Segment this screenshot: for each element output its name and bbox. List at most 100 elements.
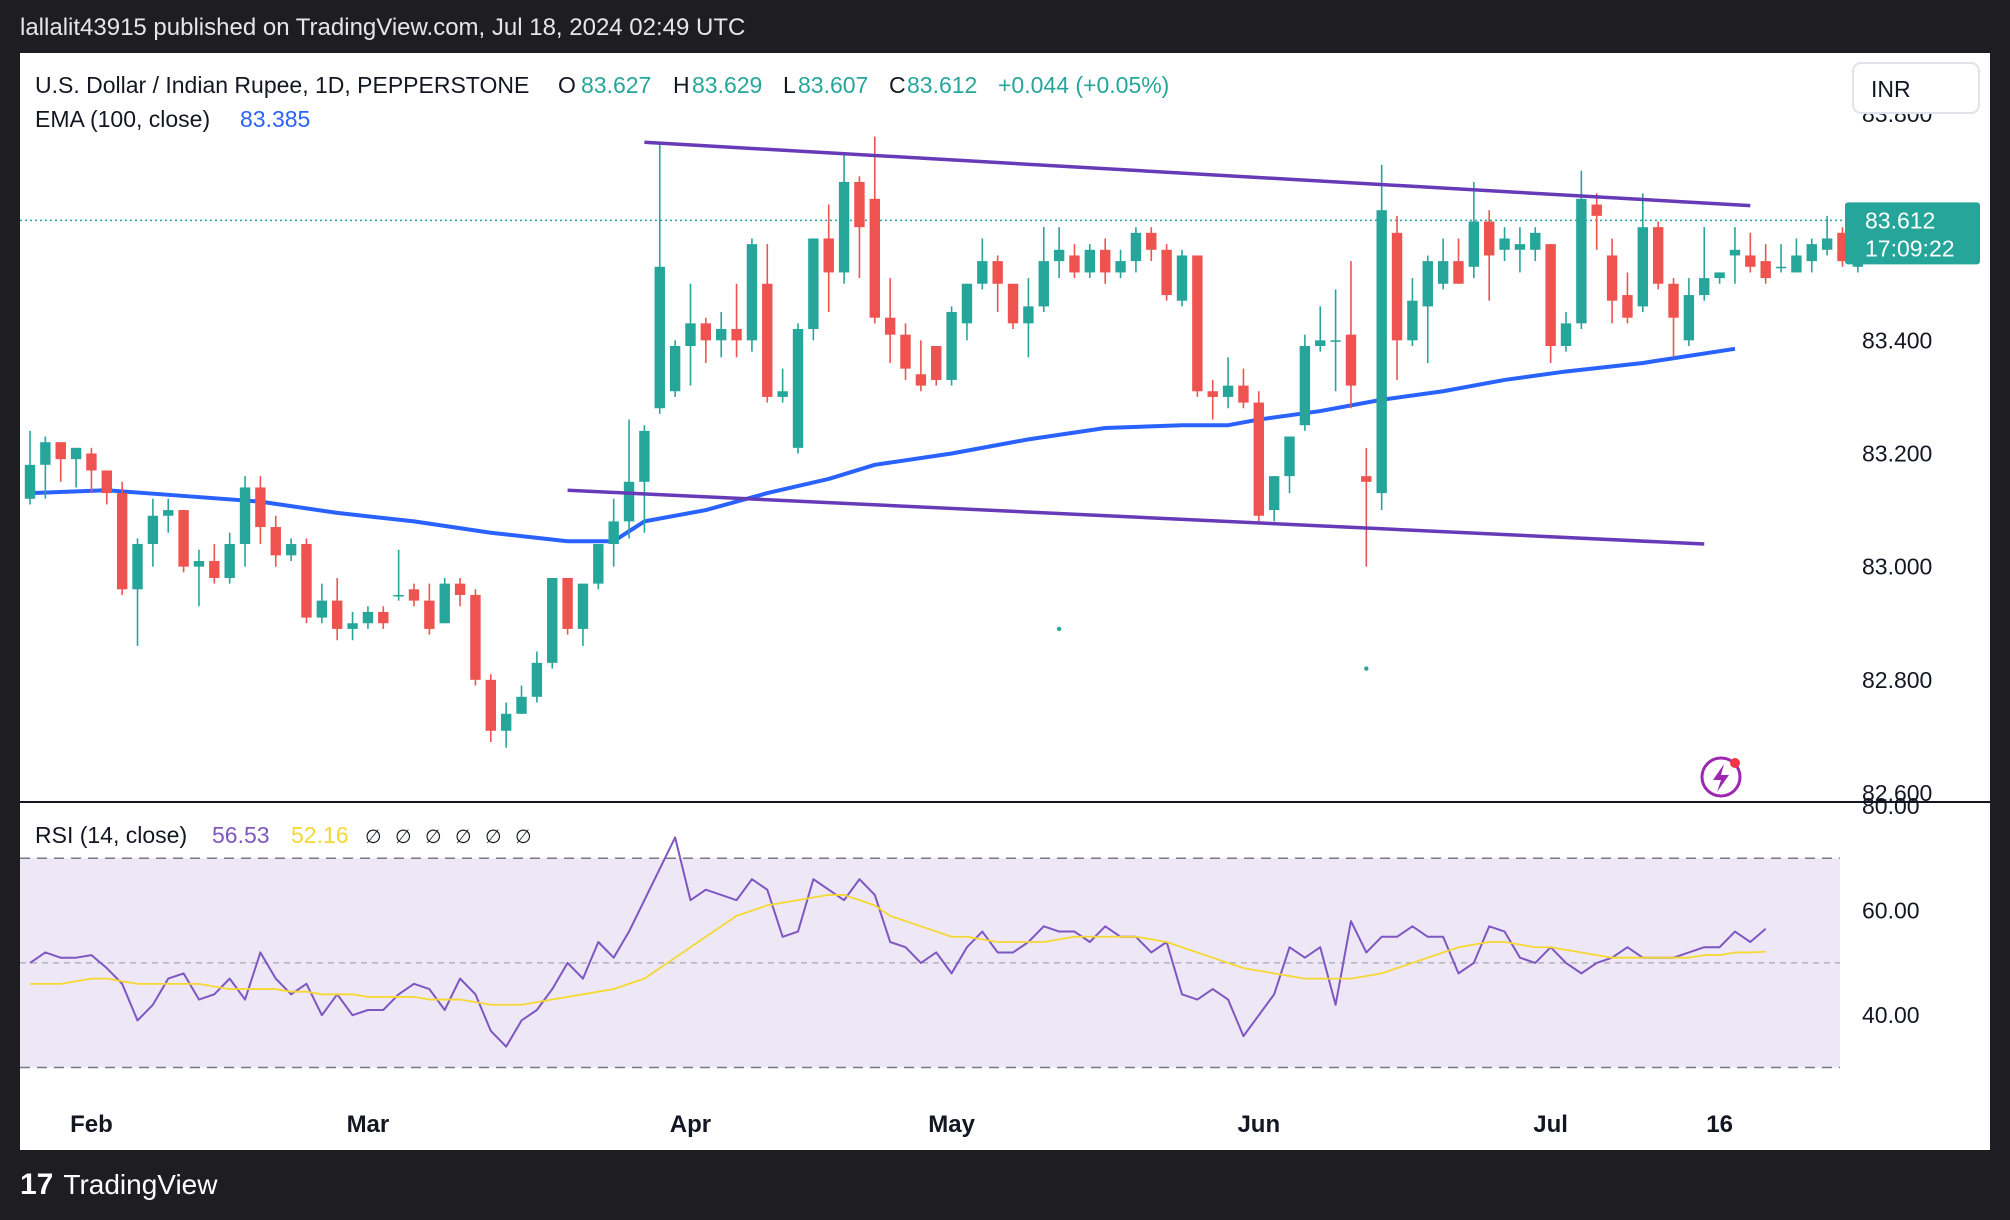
candle[interactable] <box>1745 232 1756 273</box>
candle[interactable] <box>1069 244 1080 279</box>
candle[interactable] <box>1100 238 1111 284</box>
candle[interactable] <box>116 481 128 595</box>
candle[interactable] <box>163 498 174 533</box>
candle[interactable] <box>731 283 742 358</box>
candle[interactable] <box>239 476 251 567</box>
candle[interactable] <box>1622 272 1633 324</box>
candle[interactable] <box>808 238 819 341</box>
candle[interactable] <box>40 436 51 499</box>
candle[interactable] <box>946 306 957 386</box>
candle[interactable] <box>285 538 297 562</box>
candle[interactable] <box>792 323 804 454</box>
candle[interactable] <box>1299 334 1311 431</box>
candle[interactable] <box>1437 238 1449 290</box>
candle[interactable] <box>1161 244 1172 301</box>
candle[interactable] <box>1668 278 1679 358</box>
candle[interactable] <box>1775 244 1787 273</box>
candle[interactable] <box>470 589 481 686</box>
candle[interactable] <box>1007 283 1019 330</box>
upper-trendline[interactable] <box>644 140 1751 208</box>
candle[interactable] <box>1407 278 1418 346</box>
candle[interactable] <box>1499 227 1510 262</box>
candle[interactable] <box>869 136 880 324</box>
candle[interactable] <box>362 606 374 629</box>
candle[interactable] <box>992 255 1003 313</box>
candle[interactable] <box>1637 193 1648 313</box>
candle[interactable] <box>700 317 712 363</box>
chart-area[interactable]: 83.80083.40083.20083.00082.80082.60080.0… <box>20 53 1990 1150</box>
candle[interactable] <box>1130 227 1142 273</box>
candle[interactable] <box>669 340 681 397</box>
candle[interactable] <box>147 498 159 567</box>
candle[interactable] <box>1837 227 1848 267</box>
candle[interactable] <box>1207 379 1218 420</box>
tradingview-logo[interactable]: 17 TradingView <box>20 1168 217 1202</box>
candle[interactable] <box>608 498 619 567</box>
lower-trendline[interactable] <box>567 488 1705 546</box>
candle[interactable] <box>1683 278 1695 346</box>
candle[interactable] <box>424 583 435 635</box>
candle[interactable] <box>1729 227 1741 284</box>
candle[interactable] <box>1345 261 1357 409</box>
candle[interactable] <box>562 577 573 635</box>
candle[interactable] <box>209 544 220 584</box>
candle[interactable] <box>332 577 343 641</box>
candle[interactable] <box>547 577 558 669</box>
candle[interactable] <box>639 425 650 533</box>
candle[interactable] <box>1453 238 1464 284</box>
candle[interactable] <box>193 549 205 607</box>
candle[interactable] <box>884 278 896 363</box>
candle[interactable] <box>55 442 66 482</box>
candle[interactable] <box>1284 436 1295 494</box>
candle[interactable] <box>1053 227 1065 279</box>
candle[interactable] <box>86 447 97 494</box>
candle[interactable] <box>531 651 543 703</box>
candle[interactable] <box>485 674 496 743</box>
candle[interactable] <box>347 611 358 641</box>
candle[interactable] <box>654 142 665 414</box>
candle[interactable] <box>1361 447 1372 567</box>
candle[interactable] <box>823 204 834 313</box>
candle[interactable] <box>1468 181 1480 279</box>
candle[interactable] <box>1376 164 1387 511</box>
candle[interactable] <box>1315 306 1326 352</box>
candle[interactable] <box>977 238 988 290</box>
candle[interactable] <box>1714 272 1725 284</box>
candle[interactable] <box>1422 255 1433 363</box>
candle[interactable] <box>1176 249 1188 307</box>
candle[interactable] <box>270 515 281 567</box>
candle[interactable] <box>623 419 635 539</box>
candle[interactable] <box>1330 289 1341 392</box>
candle[interactable] <box>408 583 420 607</box>
candle[interactable] <box>178 510 189 573</box>
candle[interactable] <box>915 340 927 392</box>
currency-label[interactable]: INR <box>1871 76 1911 102</box>
candle[interactable] <box>1268 476 1280 522</box>
currency-box[interactable] <box>1852 62 1980 114</box>
candle[interactable] <box>1023 278 1034 358</box>
candle[interactable] <box>1115 249 1126 279</box>
candle[interactable] <box>1560 312 1572 352</box>
candle[interactable] <box>1484 210 1495 301</box>
candle[interactable] <box>500 702 512 748</box>
candle[interactable] <box>1530 227 1541 262</box>
candle[interactable] <box>1545 244 1556 363</box>
candle[interactable] <box>1222 357 1234 409</box>
candle[interactable] <box>931 345 942 386</box>
candle[interactable] <box>593 544 604 590</box>
candle[interactable] <box>1699 227 1710 301</box>
candle[interactable] <box>1652 221 1664 290</box>
candle[interactable] <box>1253 391 1264 522</box>
candle[interactable] <box>301 538 312 624</box>
candle[interactable] <box>1192 255 1203 397</box>
candlestick-chart[interactable]: 83.80083.40083.20083.00082.80082.60080.0… <box>20 53 1990 1150</box>
candle[interactable] <box>224 532 235 584</box>
candle[interactable] <box>1760 244 1771 284</box>
candle[interactable] <box>900 323 911 380</box>
candle[interactable] <box>255 476 266 545</box>
candle[interactable] <box>101 470 112 505</box>
candle[interactable] <box>1391 215 1403 380</box>
candle[interactable] <box>746 238 758 352</box>
candle[interactable] <box>516 685 527 714</box>
candle[interactable] <box>1084 244 1096 279</box>
